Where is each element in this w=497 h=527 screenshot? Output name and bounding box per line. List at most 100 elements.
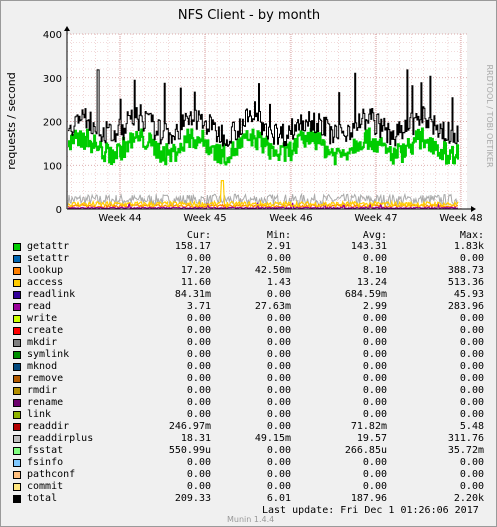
legend-avg: 0.00 — [362, 385, 387, 396]
grid-lines — [67, 33, 467, 210]
legend-max: 0.00 — [459, 409, 484, 420]
legend-avg: 0.00 — [362, 481, 387, 492]
legend-cur: 246.97m — [168, 421, 211, 432]
last-update: Last update: Fri Dec 1 01:26:06 2017 — [262, 505, 479, 516]
legend-swatch — [13, 303, 21, 311]
legend-max: 5.48 — [459, 421, 484, 432]
legend-row-readlink: readlink 84.31m 0.00 684.59m 45.93 — [13, 289, 493, 301]
y-tick-label: 300 — [43, 74, 62, 85]
legend-avg: 19.57 — [356, 433, 387, 444]
legend-min: 0.00 — [266, 409, 291, 420]
legend-row-link: link 0.00 0.00 0.00 0.00 — [13, 409, 493, 421]
legend-min: 6.01 — [266, 493, 291, 504]
legend-avg: 0.00 — [362, 313, 387, 324]
legend-swatch — [13, 459, 21, 467]
x-tick-label: Week 44 — [98, 213, 141, 224]
legend-swatch — [13, 291, 21, 299]
legend-swatch — [13, 375, 21, 383]
legend-min: 49.15m — [254, 433, 291, 444]
legend-row-setattr: setattr 0.00 0.00 0.00 0.00 — [13, 253, 493, 265]
legend-max: 45.93 — [453, 289, 484, 300]
legend-min: 0.00 — [266, 385, 291, 396]
legend-min: 0.00 — [266, 469, 291, 480]
legend-max: 1.83k — [453, 241, 484, 252]
legend-avg: 71.82m — [350, 421, 387, 432]
legend-name: link — [27, 409, 52, 420]
y-tick-label: 100 — [43, 161, 62, 172]
x-axis-arrow — [471, 206, 476, 212]
legend-cur: 158.17 — [174, 241, 211, 252]
legend-row-getattr: getattr 158.17 2.91 143.31 1.83k — [13, 241, 493, 253]
legend-cur: 0.00 — [186, 409, 211, 420]
legend-cur: 0.00 — [186, 457, 211, 468]
legend-min: 0.00 — [266, 349, 291, 360]
legend-max: 0.00 — [459, 325, 484, 336]
legend-cur: 0.00 — [186, 337, 211, 348]
series-group — [67, 69, 459, 210]
legend-cur: 0.00 — [186, 481, 211, 492]
legend-avg: 8.10 — [362, 265, 387, 276]
legend-min: 0.00 — [266, 361, 291, 372]
nfs-client-chart: NFS Client - by month requests / second … — [5, 8, 494, 224]
legend-cur: 84.31m — [174, 289, 211, 300]
col-header-max: Max: — [459, 230, 484, 241]
chart-title: NFS Client - by month — [178, 8, 320, 23]
legend-row-rmdir: rmdir 0.00 0.00 0.00 0.00 — [13, 385, 493, 397]
legend-row-access: access 11.60 1.43 13.24 513.36 — [13, 277, 493, 289]
legend-cur: 550.99u — [168, 445, 211, 456]
legend-cur: 0.00 — [186, 349, 211, 360]
legend-row-readdir: readdir 246.97m 0.00 71.82m 5.48 — [13, 421, 493, 433]
legend-row-fsinfo: fsinfo 0.00 0.00 0.00 0.00 — [13, 457, 493, 469]
col-header-avg: Avg: — [362, 230, 387, 241]
legend-min: 0.00 — [266, 397, 291, 408]
rrdtool-watermark: RRDTOOL / TOBI OETIKER — [485, 64, 494, 167]
legend-cur: 0.00 — [186, 313, 211, 324]
legend-max: 513.36 — [447, 277, 484, 288]
col-header-min: Min: — [266, 230, 291, 241]
legend-name: getattr — [27, 241, 70, 252]
legend-cur: 17.20 — [180, 265, 211, 276]
legend-cur: 209.33 — [174, 493, 211, 504]
legend-row-read: read 3.71 27.63m 2.99 283.96 — [13, 301, 493, 313]
legend-avg: 0.00 — [362, 337, 387, 348]
legend-cur: 18.31 — [180, 433, 211, 444]
legend-name: readdirplus — [27, 433, 94, 444]
y-axis-arrow — [64, 26, 70, 31]
legend-avg: 0.00 — [362, 469, 387, 480]
legend-name: access — [27, 277, 64, 288]
x-tick-label: Week 47 — [354, 213, 397, 224]
series-readdirplus — [67, 192, 459, 207]
legend-min: 0.00 — [266, 457, 291, 468]
legend-row-mknod: mknod 0.00 0.00 0.00 0.00 — [13, 361, 493, 373]
legend-name: fsinfo — [27, 457, 64, 468]
legend-row-pathconf: pathconf 0.00 0.00 0.00 0.00 — [13, 469, 493, 481]
legend-avg: 13.24 — [356, 277, 387, 288]
series-getattr — [68, 127, 459, 166]
x-tick-label: Week 48 — [439, 213, 482, 224]
legend-swatch — [13, 351, 21, 359]
legend-name: setattr — [27, 253, 70, 264]
legend-name: fsstat — [27, 445, 64, 456]
legend-avg: 0.00 — [362, 373, 387, 384]
munin-version: Munin 1.4.4 — [227, 515, 275, 524]
legend-swatch — [13, 411, 21, 419]
x-tick-label: Week 45 — [183, 213, 226, 224]
legend-max: 0.00 — [459, 385, 484, 396]
legend-row-lookup: lookup 17.20 42.50m 8.10 388.73 — [13, 265, 493, 277]
legend-name: readlink — [27, 289, 76, 300]
legend-min: 0.00 — [266, 253, 291, 264]
legend-max: 0.00 — [459, 457, 484, 468]
legend-cur: 0.00 — [186, 325, 211, 336]
legend-row-total: total 209.33 6.01 187.96 2.20k — [13, 493, 493, 505]
legend-avg: 0.00 — [362, 361, 387, 372]
legend-swatch — [13, 267, 21, 275]
col-header-cur: Cur: — [186, 230, 211, 241]
legend-name: write — [27, 313, 58, 324]
legend-row-readdirplus: readdirplus 18.31 49.15m 19.57 311.76 — [13, 433, 493, 445]
legend-name: create — [27, 325, 64, 336]
legend-avg: 0.00 — [362, 457, 387, 468]
legend-swatch — [13, 471, 21, 479]
legend-row-mkdir: mkdir 0.00 0.00 0.00 0.00 — [13, 337, 493, 349]
legend-cur: 0.00 — [186, 469, 211, 480]
